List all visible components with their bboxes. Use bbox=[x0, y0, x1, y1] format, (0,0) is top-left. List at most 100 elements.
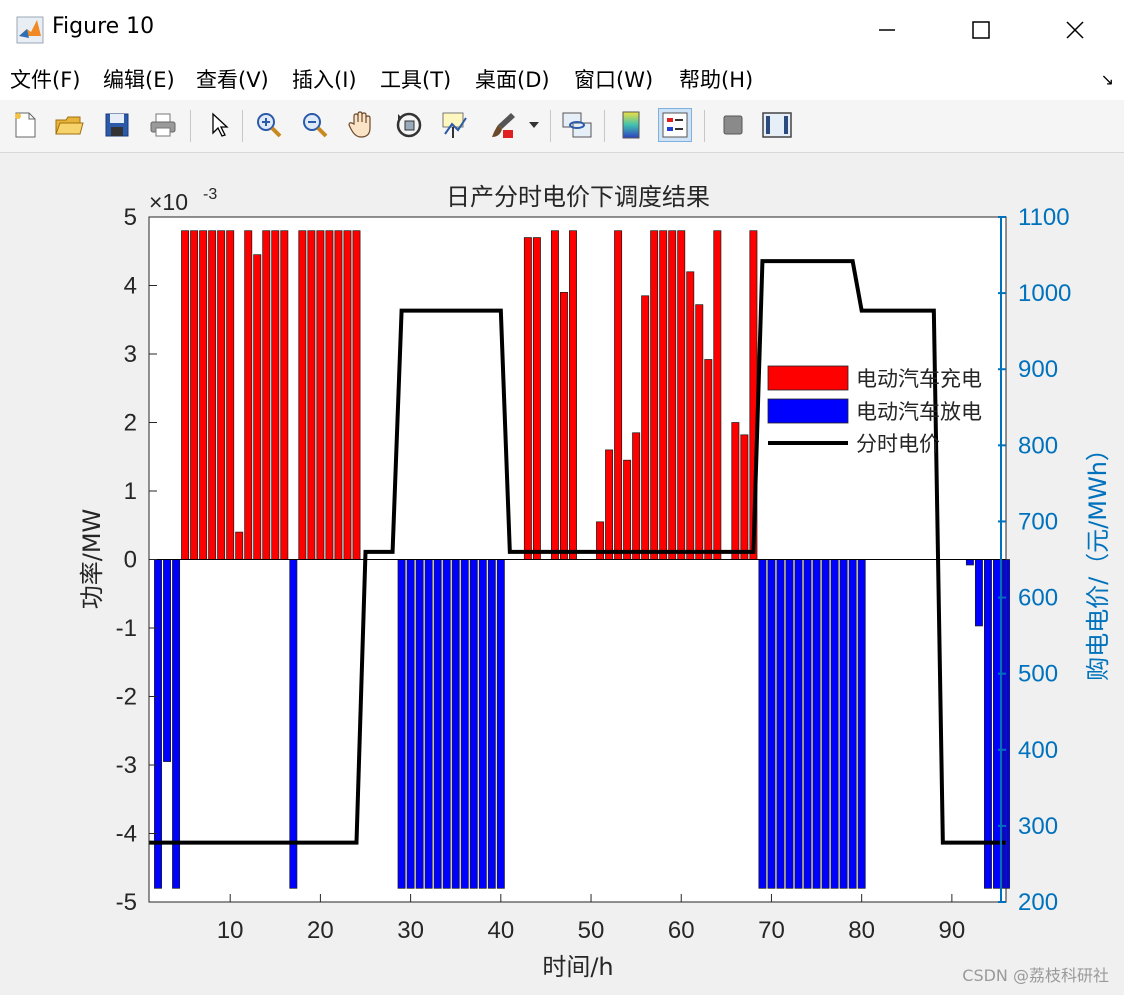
menu-tools[interactable]: 工具(T) bbox=[380, 68, 452, 92]
open-button[interactable] bbox=[52, 108, 86, 142]
discharge-bar bbox=[442, 559, 451, 889]
brush-button[interactable] bbox=[486, 108, 520, 142]
zoom-out-button[interactable] bbox=[298, 108, 332, 142]
menu-edit[interactable]: 编辑(E) bbox=[103, 68, 175, 92]
discharge-bar bbox=[983, 559, 992, 889]
menu-window[interactable]: 窗口(W) bbox=[574, 68, 654, 92]
discharge-bar bbox=[794, 559, 803, 889]
toolbar-separator bbox=[190, 110, 191, 142]
legend-button[interactable] bbox=[658, 108, 692, 142]
colorbar-button[interactable] bbox=[614, 108, 648, 142]
discharge-bar bbox=[487, 559, 496, 889]
print-icon bbox=[150, 113, 176, 137]
rotate-3d-button[interactable] bbox=[392, 108, 426, 142]
price-series-line bbox=[149, 259, 1006, 845]
right-axis-line bbox=[1000, 217, 1002, 902]
discharge-bar bbox=[821, 559, 830, 889]
matlab-logo-icon bbox=[16, 16, 44, 44]
discharge-bar bbox=[406, 559, 415, 889]
menu-desktop[interactable]: 桌面(D) bbox=[475, 68, 550, 92]
charge-bar bbox=[199, 230, 208, 560]
y-left-tick-label: -5 bbox=[116, 889, 137, 916]
discharge-bar bbox=[830, 559, 839, 889]
charge-bar bbox=[713, 230, 722, 560]
charge-bar bbox=[550, 230, 559, 560]
discharge-bar bbox=[857, 559, 866, 889]
menu-view[interactable]: 查看(V) bbox=[196, 68, 269, 92]
charge-bar bbox=[641, 295, 650, 560]
data-cursor-button[interactable] bbox=[438, 108, 472, 142]
charge-bar bbox=[262, 230, 271, 560]
y-axis-left-label: 功率/MW bbox=[78, 509, 106, 610]
minimize-icon bbox=[879, 29, 895, 31]
charge-bar bbox=[343, 230, 352, 560]
hide-plot-tools-button[interactable] bbox=[716, 108, 750, 142]
pan-button[interactable] bbox=[344, 108, 378, 142]
chart-title: 日产分时电价下调度结果 bbox=[446, 183, 710, 211]
new-file-button[interactable] bbox=[8, 108, 42, 142]
y-right-tick-label: 600 bbox=[1018, 585, 1058, 612]
y-right-tick-label: 500 bbox=[1018, 661, 1058, 688]
close-button[interactable] bbox=[1050, 8, 1100, 52]
pan-hand-icon bbox=[348, 111, 371, 138]
discharge-bar bbox=[785, 559, 794, 889]
select-pointer-button[interactable] bbox=[202, 108, 236, 142]
y-left-tick-label: -2 bbox=[116, 684, 137, 711]
data-cursor-icon bbox=[442, 112, 467, 138]
discharge-bar bbox=[163, 559, 172, 762]
zoom-in-button[interactable] bbox=[252, 108, 286, 142]
x-tick-label: 50 bbox=[578, 917, 605, 944]
x-tick-label: 70 bbox=[758, 917, 785, 944]
brush-icon bbox=[492, 113, 515, 138]
charge-bar bbox=[325, 230, 334, 560]
zoom-in-icon bbox=[257, 113, 282, 138]
x-tick-label: 40 bbox=[487, 917, 514, 944]
dock-arrow-icon[interactable]: ↘ bbox=[1100, 70, 1114, 89]
brush-dropdown[interactable] bbox=[524, 108, 544, 142]
charge-bar bbox=[271, 230, 280, 560]
x-tick-label: 90 bbox=[939, 917, 966, 944]
charge-bar bbox=[695, 304, 704, 560]
y-left-tick-label: 0 bbox=[124, 547, 137, 574]
toolbar-separator bbox=[242, 110, 243, 142]
legend-discharge-swatch bbox=[767, 398, 849, 424]
show-plot-tools-button[interactable] bbox=[760, 108, 794, 142]
legend[interactable]: 电动汽车充电 电动汽车放电 分时电价 bbox=[767, 365, 982, 456]
discharge-bar bbox=[758, 559, 767, 889]
x-tick-label: 60 bbox=[668, 917, 695, 944]
discharge-bar bbox=[839, 559, 848, 889]
x-tick-label: 80 bbox=[848, 917, 875, 944]
close-icon bbox=[1066, 21, 1084, 39]
minimize-button[interactable] bbox=[862, 8, 912, 52]
charge-bar bbox=[668, 230, 677, 560]
legend-price-label: 分时电价 bbox=[856, 432, 940, 456]
charge-bar bbox=[253, 254, 262, 560]
discharge-bar bbox=[433, 559, 442, 889]
discharge-bar bbox=[993, 559, 1001, 889]
charge-bar bbox=[623, 459, 632, 560]
maximize-button[interactable] bbox=[956, 8, 1006, 52]
discharge-bar bbox=[776, 559, 785, 889]
x-tick-label: 30 bbox=[397, 917, 424, 944]
toolbar-separator bbox=[604, 110, 605, 142]
y-right-tick-label: 400 bbox=[1018, 737, 1058, 764]
discharge-bar bbox=[397, 559, 406, 889]
print-button[interactable] bbox=[146, 108, 180, 142]
charge-bar bbox=[217, 230, 226, 560]
toolbar-separator bbox=[550, 110, 551, 142]
link-plot-button[interactable] bbox=[560, 108, 594, 142]
discharge-bar bbox=[767, 559, 776, 889]
open-folder-icon bbox=[55, 116, 84, 135]
menu-bar: 文件(F) 编辑(E) 查看(V) 插入(I) 工具(T) 桌面(D) 窗口(W… bbox=[0, 58, 1124, 100]
menu-insert[interactable]: 插入(I) bbox=[292, 68, 357, 92]
watermark: CSDN @荔枝科研社 bbox=[962, 966, 1109, 985]
exponent-multiplier: ×10 bbox=[149, 189, 188, 215]
plot-svg: 10 20 30 40 50 60 70 80 90 -5 -4 -3 -2 -1 0 1 2 3 4 5 200 300… bbox=[78, 183, 1112, 985]
menu-file[interactable]: 文件(F) bbox=[10, 68, 81, 92]
charge-bar bbox=[181, 230, 190, 560]
charge-bar bbox=[569, 230, 577, 560]
ticks-layer: 10 20 30 40 50 60 70 80 90 -5 -4 -3 -2 -1 0 1 2 3 4 5 200 300… bbox=[116, 204, 1072, 944]
save-button[interactable] bbox=[100, 108, 134, 142]
menu-help[interactable]: 帮助(H) bbox=[679, 68, 754, 92]
link-plot-icon bbox=[562, 112, 592, 138]
